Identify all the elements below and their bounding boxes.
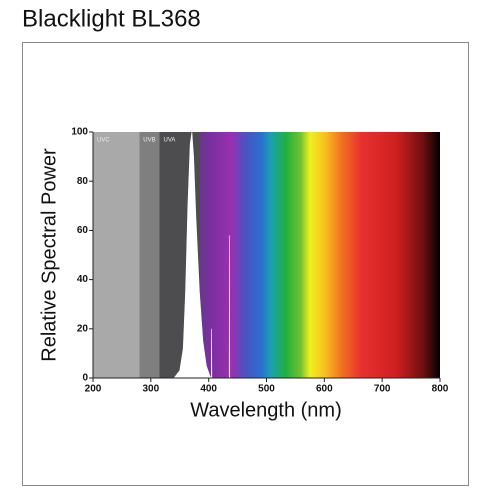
y-axis-label: Relative Spectral Power (38, 148, 60, 362)
y-tick-label: 40 (77, 274, 89, 285)
x-tick-label: 600 (316, 384, 333, 395)
x-axis-label: Wavelength (nm) (190, 399, 342, 421)
y-tick-label: 100 (71, 127, 88, 138)
band-label: UVC (97, 138, 110, 144)
band-label: UVB (143, 138, 155, 144)
spectral-area (168, 131, 238, 379)
x-tick-label: 400 (200, 384, 217, 395)
y-tick-label: 80 (77, 176, 89, 187)
x-tick-label: 700 (374, 384, 391, 395)
x-tick-label: 300 (142, 384, 159, 395)
x-tick-label: 500 (258, 384, 275, 395)
y-tick-label: 60 (77, 225, 89, 236)
band (93, 132, 140, 378)
visible-spectrum (195, 132, 440, 378)
frame (22, 42, 469, 486)
y-tick-label: 20 (77, 323, 89, 334)
band (139, 132, 160, 378)
band-label: UVA (164, 138, 176, 144)
x-tick-label: 800 (432, 384, 449, 395)
chart-title: Blacklight BL368 (22, 5, 201, 32)
y-tick-label: 0 (82, 373, 88, 384)
x-tick-label: 200 (85, 384, 102, 395)
